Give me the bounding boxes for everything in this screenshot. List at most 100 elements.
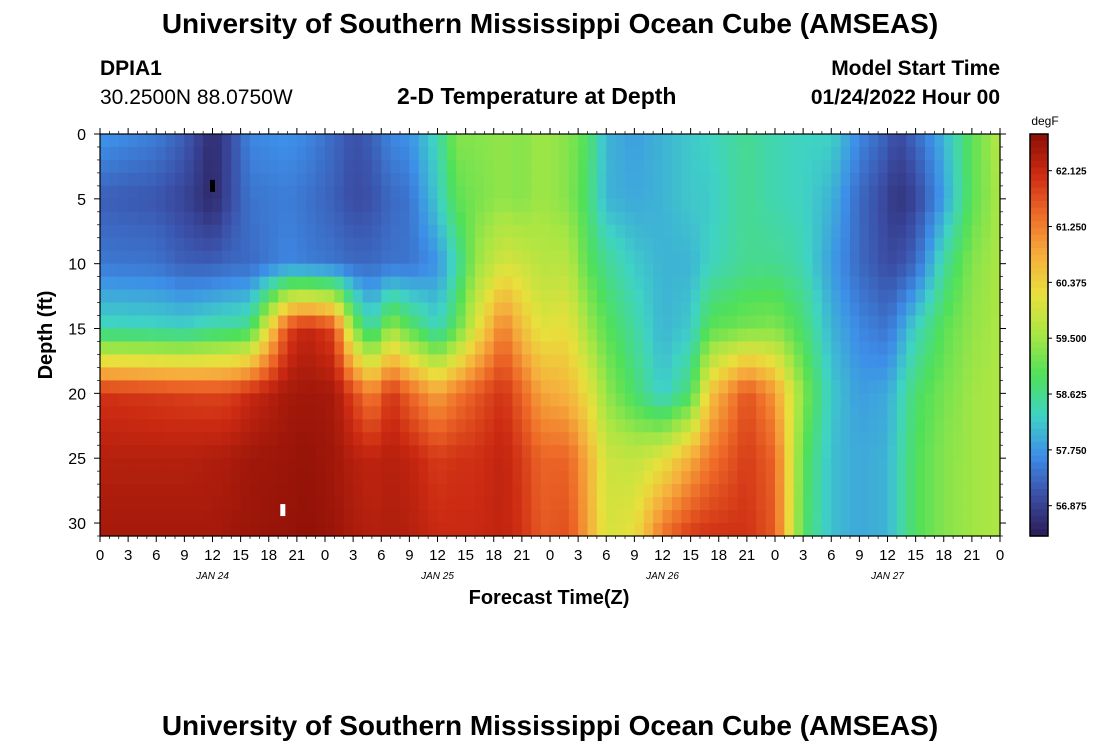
heatmap-cell: [287, 134, 298, 148]
heatmap-cell: [268, 263, 279, 278]
heatmap-cell: [568, 458, 579, 472]
heatmap-cell: [709, 146, 720, 161]
heatmap-cell: [934, 471, 945, 485]
heatmap-cell: [493, 198, 504, 213]
heatmap-cell: [203, 354, 214, 369]
heatmap-cell: [578, 458, 589, 472]
heatmap-cell: [109, 237, 120, 252]
heatmap-cell: [765, 211, 776, 226]
heatmap-cell: [606, 185, 617, 200]
heatmap-cell: [418, 497, 429, 511]
heatmap-cell: [765, 263, 776, 278]
heatmap-cell: [578, 341, 589, 356]
heatmap-cell: [381, 172, 392, 187]
heatmap-cell: [240, 159, 251, 174]
heatmap-cell: [690, 315, 701, 330]
heatmap-cell: [634, 250, 645, 265]
heatmap-cell: [906, 484, 917, 498]
heatmap-cell: [878, 224, 889, 239]
heatmap-cell: [400, 458, 410, 472]
heatmap-cell: [906, 445, 917, 459]
heatmap-cell: [531, 458, 542, 472]
heatmap-cell: [521, 237, 532, 252]
heatmap-cell: [118, 432, 129, 446]
heatmap-cell: [990, 134, 1001, 148]
colorbar-segment: [1030, 167, 1048, 175]
heatmap-cell: [193, 315, 204, 330]
heatmap-cell: [128, 484, 139, 498]
heatmap-cell: [231, 289, 242, 304]
heatmap-cell: [315, 172, 326, 187]
heatmap-cell: [287, 419, 298, 433]
heatmap-cell: [287, 380, 298, 394]
heatmap-cell: [943, 341, 954, 356]
heatmap-cell: [671, 237, 682, 252]
heatmap-cell: [643, 406, 654, 420]
heatmap-cell: [596, 263, 607, 278]
heatmap-cell: [146, 302, 157, 317]
heatmap-cell: [296, 380, 307, 394]
heatmap-cell: [175, 185, 185, 200]
heatmap-cell: [559, 406, 570, 420]
heatmap-cell: [353, 484, 364, 498]
heatmap-cell: [250, 237, 260, 252]
heatmap-cell: [446, 302, 457, 317]
heatmap-cell: [278, 289, 289, 304]
heatmap-cell: [896, 263, 907, 278]
heatmap-cell: [653, 471, 664, 485]
heatmap-cell: [446, 393, 457, 407]
heatmap-cell: [681, 367, 692, 381]
heatmap-cell: [625, 198, 635, 213]
heatmap-cell: [146, 328, 157, 343]
heatmap-cell: [793, 263, 804, 278]
heatmap-cell: [231, 224, 242, 239]
heatmap-cell: [521, 146, 532, 161]
colorbar-segment: [1030, 268, 1048, 276]
heatmap-cell: [156, 237, 167, 252]
heatmap-cell: [512, 250, 523, 265]
heatmap-cell: [381, 484, 392, 498]
heatmap-cell: [409, 471, 420, 485]
heatmap-cell: [812, 134, 823, 148]
heatmap-cell: [653, 134, 664, 148]
heatmap-cell: [156, 380, 167, 394]
heatmap-cell: [343, 419, 354, 433]
heatmap-cell: [596, 510, 607, 524]
heatmap-cell: [671, 134, 682, 148]
heatmap-cell: [175, 289, 185, 304]
heatmap-cell: [559, 432, 570, 446]
heatmap-cell: [559, 510, 570, 524]
heatmap-cell: [859, 159, 870, 174]
heatmap-cell: [878, 419, 889, 433]
heatmap-cell: [325, 432, 335, 446]
heatmap-cell: [306, 146, 317, 161]
heatmap-cell: [240, 302, 251, 317]
heatmap-cell: [156, 393, 167, 407]
heatmap-cell: [728, 406, 739, 420]
heatmap-cell: [709, 276, 720, 291]
heatmap-cell: [943, 198, 954, 213]
heatmap-cell: [446, 237, 457, 252]
heatmap-cell: [371, 185, 382, 200]
heatmap-cell: [268, 354, 279, 369]
heatmap-cell: [165, 276, 176, 291]
heatmap-cell: [306, 159, 317, 174]
heatmap-cell: [550, 393, 560, 407]
heatmap-cell: [728, 289, 739, 304]
x-tick-label: 21: [514, 547, 531, 564]
heatmap-cell: [906, 523, 917, 537]
heatmap-cell: [118, 354, 129, 369]
heatmap-cell: [100, 328, 110, 343]
heatmap-cell: [203, 315, 214, 330]
colorbar-segment: [1030, 227, 1048, 236]
heatmap-cell: [625, 484, 635, 498]
heatmap-cell: [596, 445, 607, 459]
heatmap-cell: [615, 367, 626, 381]
heatmap-cell: [990, 289, 1001, 304]
heatmap-cell: [831, 211, 842, 226]
heatmap-cell: [146, 510, 157, 524]
heatmap-cell: [915, 211, 926, 226]
heatmap-cell: [625, 497, 635, 511]
heatmap-cell: [465, 380, 476, 394]
x-tick-label: 12: [429, 547, 446, 564]
